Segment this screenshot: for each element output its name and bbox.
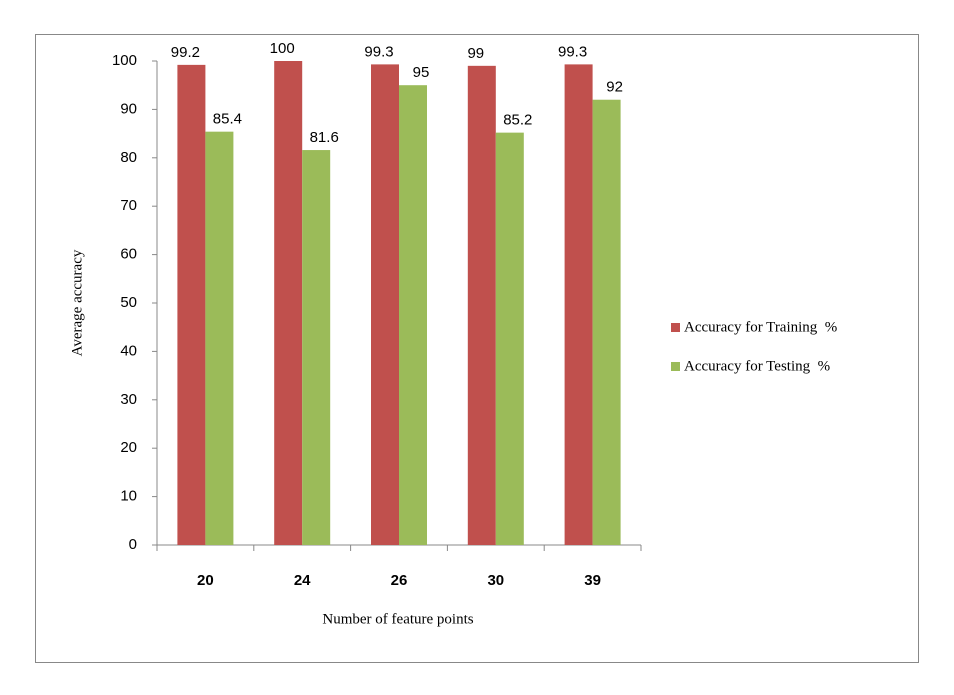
legend-label: Accuracy for Testing % <box>684 358 830 374</box>
x-tick-label: 30 <box>487 572 504 589</box>
data-label: 99.3 <box>364 43 393 60</box>
legend-marker <box>671 362 680 371</box>
y-tick-label: 10 <box>120 488 137 505</box>
y-tick-label: 20 <box>120 439 137 456</box>
y-axis-title: Average accuracy <box>69 249 85 356</box>
bar <box>274 61 303 545</box>
bar <box>592 99 621 545</box>
data-label: 100 <box>270 40 295 57</box>
x-tick-label: 26 <box>391 572 408 589</box>
data-label: 92 <box>606 79 623 96</box>
data-label: 85.4 <box>213 111 242 128</box>
y-tick-label: 60 <box>120 246 137 263</box>
y-tick-label: 0 <box>129 536 137 553</box>
y-tick-label: 40 <box>120 342 137 359</box>
y-tick-label: 90 <box>120 100 137 117</box>
y-tick-label: 100 <box>112 52 137 69</box>
x-tick-label: 39 <box>584 572 601 589</box>
bar <box>302 150 331 545</box>
x-axis-title: Number of feature points <box>322 611 473 627</box>
y-tick-label: 80 <box>120 149 137 166</box>
bar <box>399 85 427 545</box>
legend-label: Accuracy for Training % <box>684 319 837 335</box>
data-label: 85.2 <box>503 112 532 129</box>
legend-marker <box>671 323 680 332</box>
y-tick-label: 50 <box>120 294 137 311</box>
bar <box>205 131 234 545</box>
x-tick-label: 20 <box>197 572 214 589</box>
data-label: 81.6 <box>310 129 339 146</box>
data-label: 99.3 <box>558 43 587 60</box>
x-tick-label: 24 <box>294 572 311 589</box>
bar <box>564 64 593 545</box>
bar <box>177 64 206 545</box>
bar <box>371 64 399 545</box>
data-label: 95 <box>413 64 430 81</box>
data-label: 99 <box>467 45 484 62</box>
y-tick-label: 30 <box>120 391 137 408</box>
bar <box>495 132 524 545</box>
data-label: 99.2 <box>171 44 200 61</box>
y-tick-label: 70 <box>120 197 137 214</box>
bar <box>467 65 496 545</box>
